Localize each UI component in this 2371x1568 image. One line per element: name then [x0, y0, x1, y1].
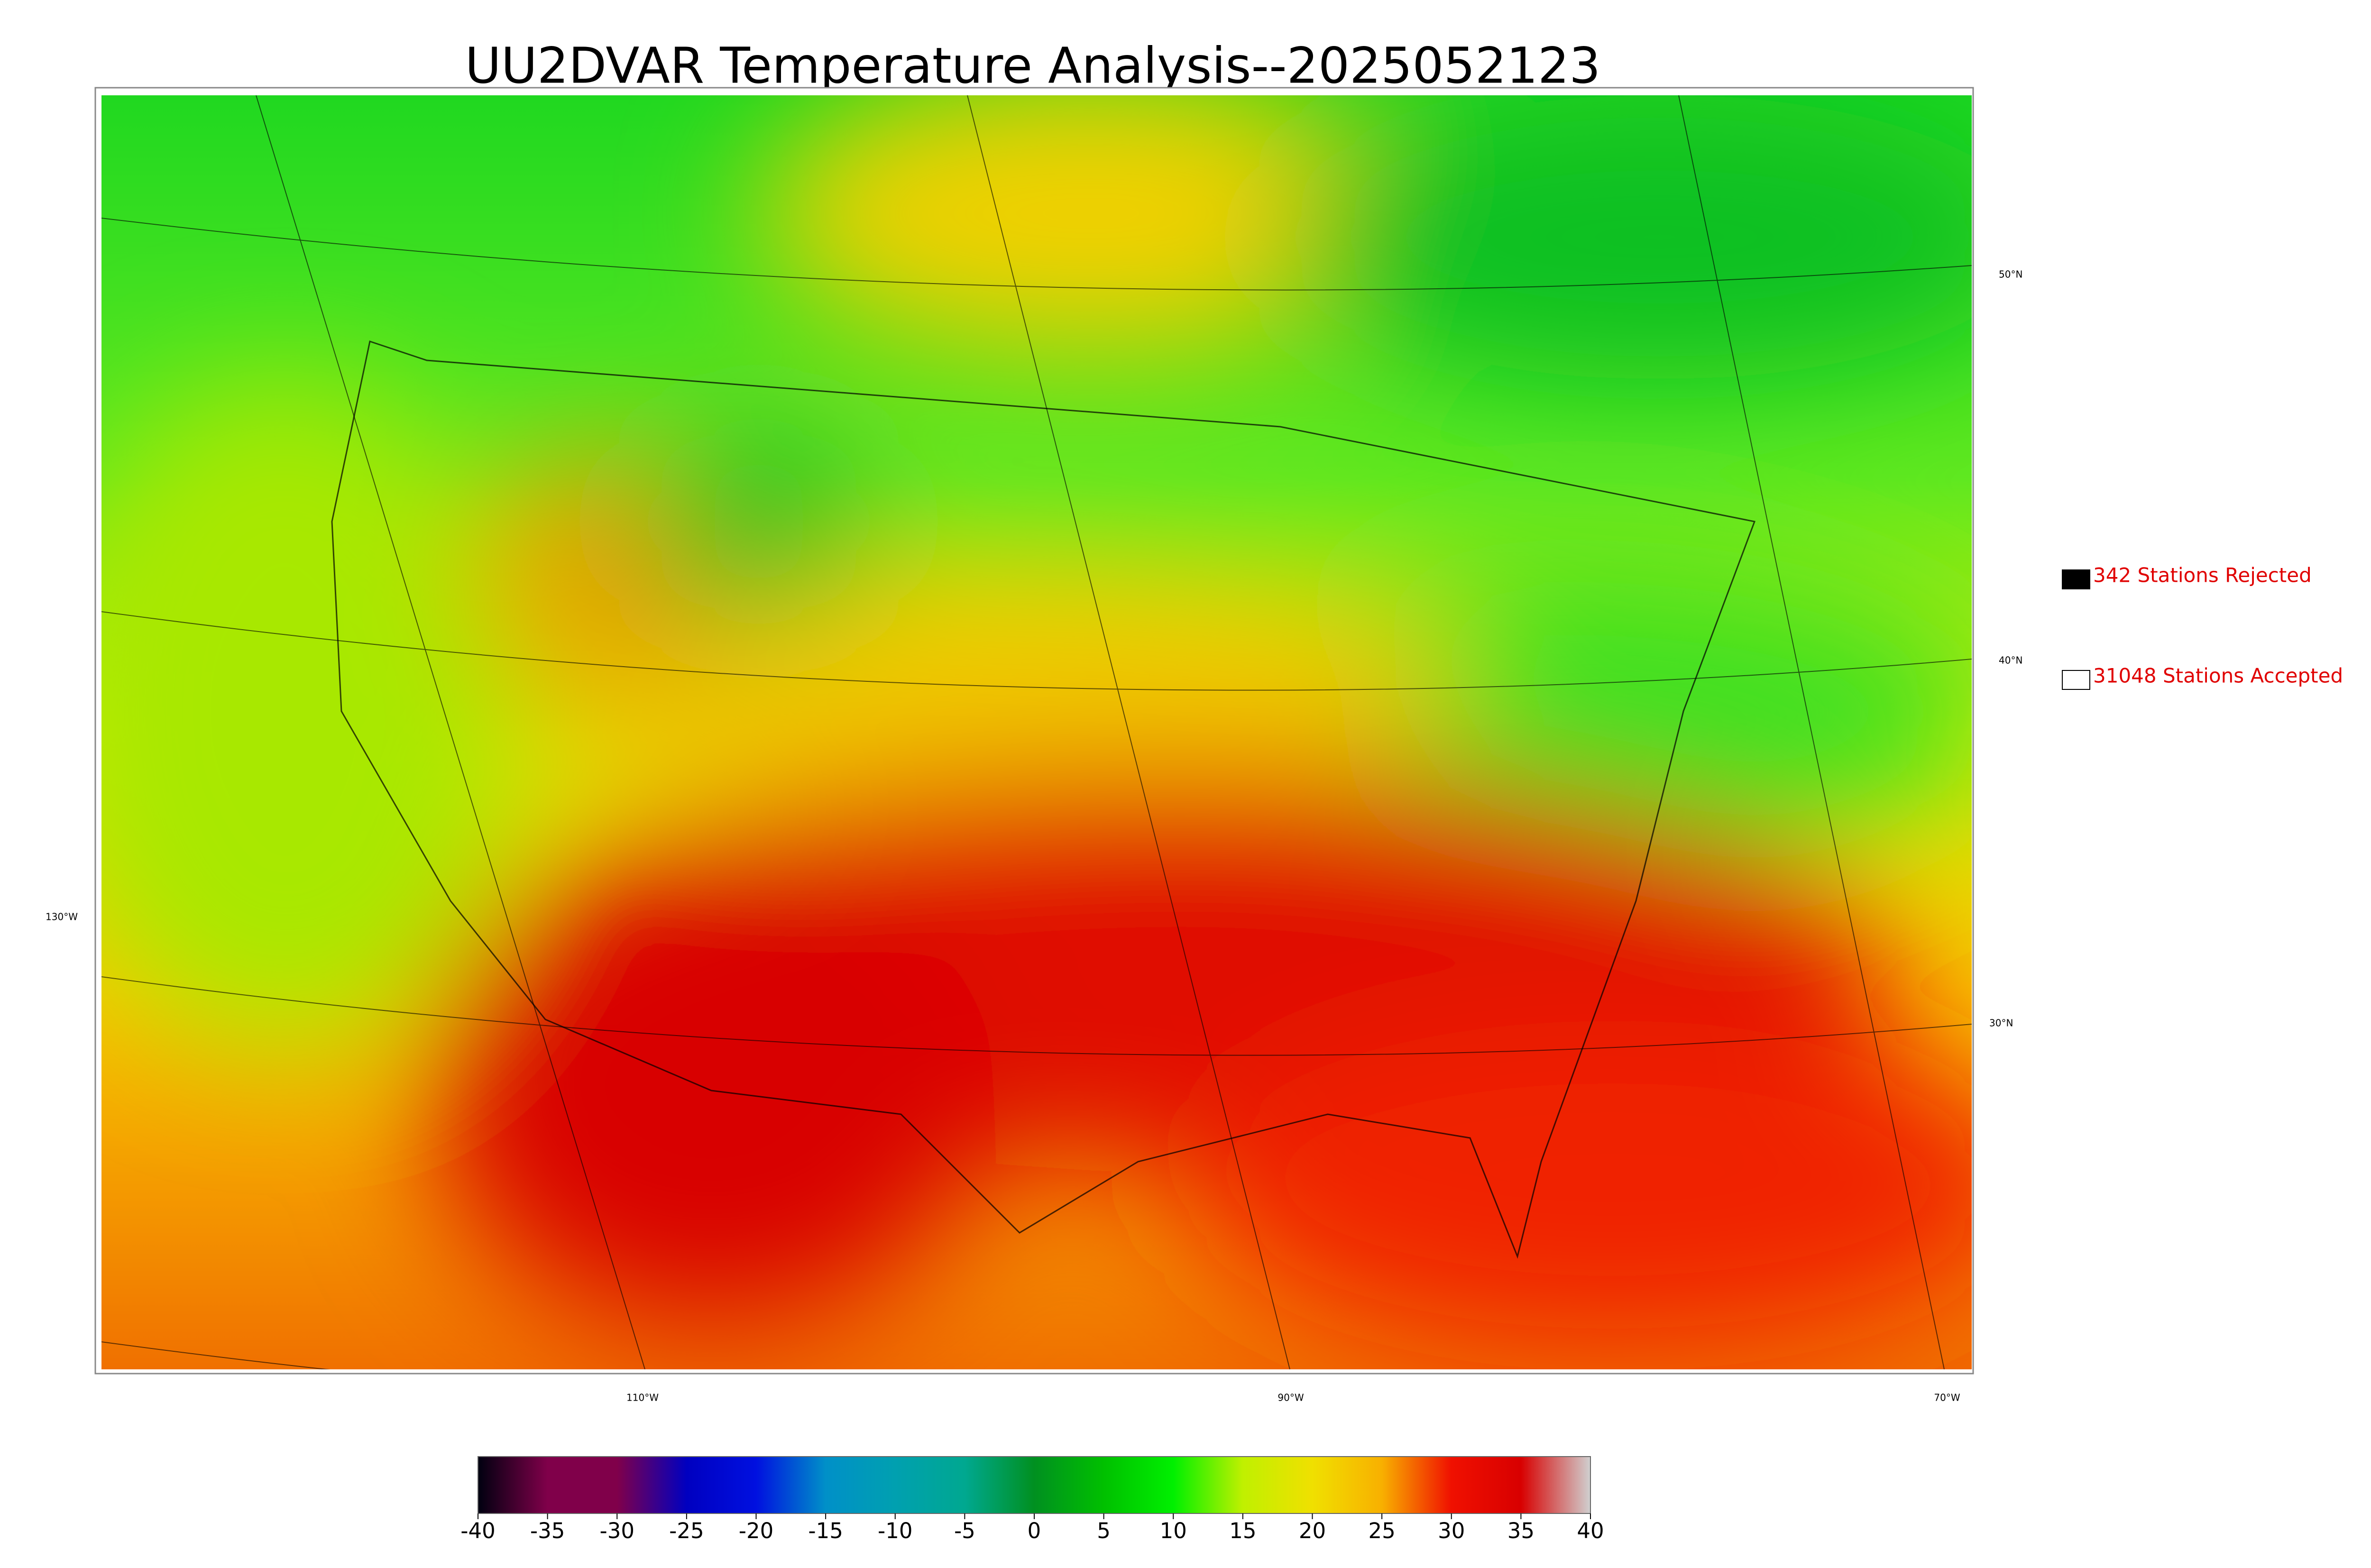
colorbar-tick-label: -20 [739, 1518, 774, 1543]
lon-label: 90°W [1277, 1392, 1304, 1403]
colorbar-tick-label: 0 [1028, 1518, 1041, 1543]
colorbar-tick-label: 30 [1438, 1518, 1465, 1543]
legend-label: 31048 Stations Accepted [2093, 664, 2343, 688]
legend-label: 342 Stations Rejected [2093, 564, 2312, 587]
lat-label: 40°N [1999, 655, 2022, 666]
colorbar-tick-label: -10 [878, 1518, 913, 1543]
lon-label: 70°W [1934, 1392, 1960, 1403]
colorbar-scale [478, 1457, 1590, 1513]
colorbar: -40 -35 -30 -25 -20 -15 -10 -5 0 5 10 15 20 25 30 35 40 [460, 1457, 1604, 1543]
colorbar-tick-label: -40 [460, 1518, 496, 1543]
colorbar-tick-label: 15 [1229, 1518, 1256, 1543]
colorbar-tick-label: -15 [808, 1518, 843, 1543]
legend-swatch [2062, 570, 2090, 589]
legend: 342 Stations Rejected 31048 Stations Acce… [2062, 564, 2343, 690]
lat-labels: 50°N 40°N 30°N [1989, 269, 2022, 1029]
lon-label: 110°W [626, 1392, 659, 1403]
colorbar-tick-label: 10 [1160, 1518, 1187, 1543]
colorbar-tick-label: 5 [1097, 1518, 1111, 1543]
lat-label: 30°N [1989, 1018, 2013, 1029]
page: UU2DVAR Temperature Analysis--2025052123… [0, 0, 2371, 1566]
colorbar-tick-label: -5 [954, 1518, 975, 1543]
lat-label: 50°N [1999, 269, 2022, 280]
colorbar-tick-label: 20 [1299, 1518, 1326, 1543]
title: UU2DVAR Temperature Analysis--2025052123 [465, 37, 1601, 94]
colorbar-tick-label: -35 [530, 1518, 565, 1543]
colorbar-tick-label: -25 [669, 1518, 704, 1543]
colorbar-tick-label: -30 [600, 1518, 635, 1543]
colorbar-tick-label: 35 [1507, 1518, 1535, 1543]
colorbar-tick-label: 40 [1577, 1518, 1604, 1543]
lon-label: 130°W [46, 911, 78, 923]
figure: UU2DVAR Temperature Analysis--2025052123… [0, 0, 2371, 1566]
map [47, 71, 2039, 1419]
legend-swatch [2062, 670, 2090, 689]
colorbar-tick-label: 25 [1368, 1518, 1395, 1543]
